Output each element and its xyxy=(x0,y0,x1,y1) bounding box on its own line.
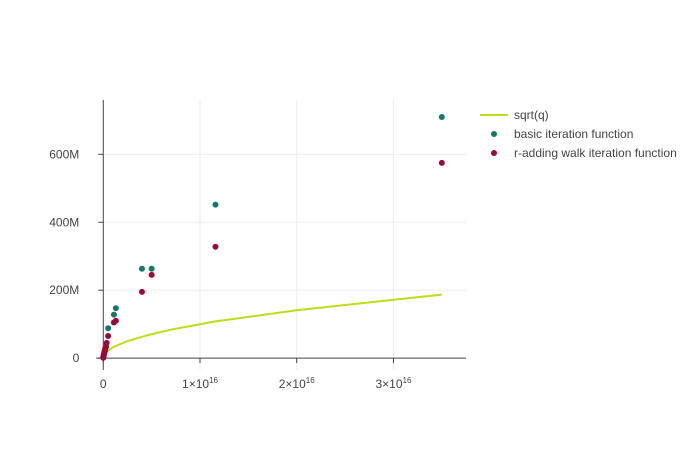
basic-iteration-point xyxy=(110,311,117,318)
basic-iteration-point xyxy=(148,265,155,272)
y-tick-label: 400M xyxy=(49,215,79,229)
legend-item-sqrt-q[interactable]: sqrt(q) xyxy=(480,108,549,122)
series-line-sqrt-q xyxy=(102,293,442,359)
basic-iteration-point xyxy=(438,113,445,120)
grid-layer xyxy=(102,100,466,370)
tick-layer: 0 1×1016 2×1016 3×1016 0 200M 400M 600M xyxy=(49,147,412,391)
legend-swatch-marker xyxy=(491,131,497,137)
x-tick-label: 2×1016 xyxy=(279,376,315,391)
basic-iteration-point xyxy=(105,325,112,332)
r-adding-walk-point xyxy=(138,288,145,295)
r-adding-walk-point xyxy=(438,159,445,166)
r-adding-walk-point xyxy=(112,317,119,324)
legend-label: r-adding walk iteration function xyxy=(514,146,677,160)
axis-layer xyxy=(96,100,466,370)
r-adding-walk-point xyxy=(103,339,110,346)
y-tick-label: 0 xyxy=(73,351,80,365)
x-tick-label: 3×1016 xyxy=(375,376,411,391)
y-tick-label: 600M xyxy=(49,147,79,161)
legend[interactable]: sqrt(q) basic iteration function r-adding … xyxy=(480,108,677,160)
legend-item-basic-iteration[interactable]: basic iteration function xyxy=(491,127,633,141)
x-tick-label: 0 xyxy=(100,377,107,391)
basic-iteration-point xyxy=(212,201,219,208)
legend-label: basic iteration function xyxy=(514,127,633,141)
r-adding-walk-point xyxy=(212,243,219,250)
legend-swatch-marker xyxy=(491,150,497,156)
plot-layer xyxy=(100,113,445,361)
x-tick-label: 1×1016 xyxy=(182,376,218,391)
r-adding-walk-point xyxy=(148,271,155,278)
basic-iteration-point xyxy=(138,265,145,272)
y-tick-label: 200M xyxy=(49,283,79,297)
legend-item-r-adding-walk[interactable]: r-adding walk iteration function xyxy=(491,146,677,160)
r-adding-walk-point xyxy=(105,333,112,340)
legend-label: sqrt(q) xyxy=(514,108,549,122)
basic-iteration-point xyxy=(112,305,119,312)
